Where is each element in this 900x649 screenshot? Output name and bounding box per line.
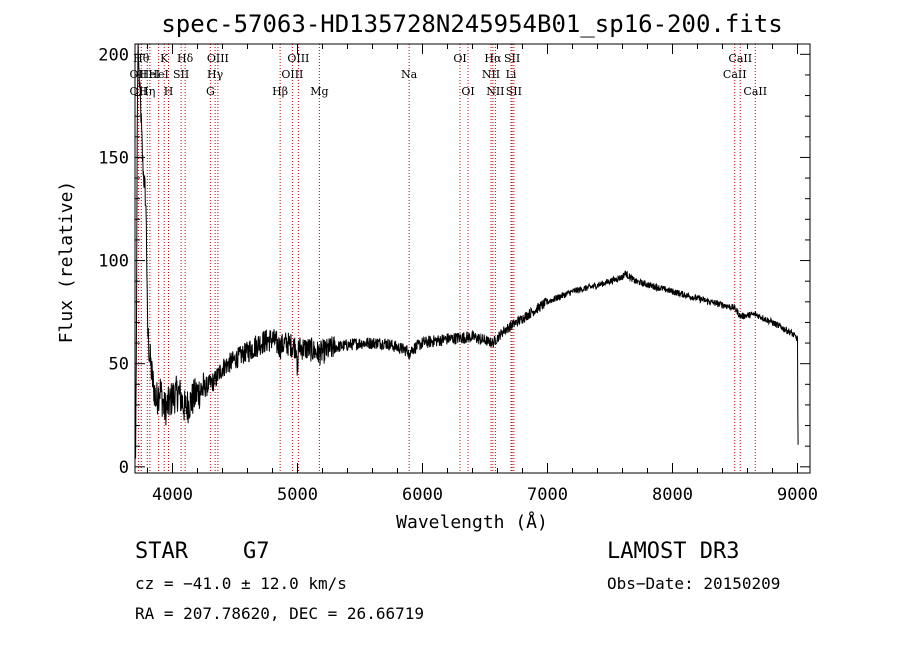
line-marker-label: Li: [506, 68, 517, 81]
coordinates-info: RA = 207.78620, DEC = 26.66719: [135, 604, 424, 623]
line-marker-label: OI: [461, 85, 474, 98]
line-marker-label: Hβ: [272, 85, 288, 98]
line-marker-label: SII: [173, 68, 189, 81]
line-marker-label: SII: [506, 85, 522, 98]
x-tick-label: 8000: [652, 485, 693, 505]
line-marker-label: H: [164, 85, 174, 98]
y-tick-label: 200: [98, 45, 129, 65]
y-axis-label: Flux (relative): [56, 181, 77, 344]
line-marker-label: Hγ: [207, 68, 224, 81]
x-tick-label: 5000: [277, 485, 318, 505]
line-marker-label: SII: [504, 52, 520, 65]
line-marker-label: G: [206, 85, 215, 98]
line-marker-label: Hδ: [177, 52, 194, 65]
line-marker-label: OI: [453, 52, 466, 65]
line-marker-label: OII: [130, 85, 148, 98]
spectral-subclass: G7: [243, 539, 270, 564]
chart-title: spec-57063-HD135728N245954B01_sp16-200.f…: [161, 10, 782, 38]
line-marker-label: Mg: [310, 85, 328, 98]
line-marker-label: OIII: [207, 52, 229, 65]
x-tick-label: 7000: [527, 485, 568, 505]
x-tick-label: 4000: [152, 485, 193, 505]
line-marker-label: HeI: [148, 68, 168, 81]
y-tick-label: 50: [109, 355, 129, 375]
redshift-info: cz = −41.0 ± 12.0 km/s: [135, 574, 347, 593]
observation-date: Obs−Date: 20150209: [607, 574, 780, 593]
line-marker-label: Hθ: [133, 52, 150, 65]
spectrum-line: [135, 43, 799, 459]
x-axis-ticks: 4000 5000 6000 7000 8000 9000: [147, 44, 818, 505]
line-marker-label: OIII: [287, 52, 309, 65]
y-tick-label: 0: [119, 458, 129, 478]
survey-label: LAMOST DR3: [607, 539, 739, 564]
object-class: STAR: [135, 539, 189, 564]
line-marker-label: CaII: [723, 68, 747, 81]
line-marker-label: NII: [486, 85, 504, 98]
y-tick-label: 150: [98, 148, 129, 168]
line-marker-label: Hη: [139, 85, 155, 98]
line-marker-label: Hα: [484, 52, 502, 65]
line-marker-label: HeI: [140, 68, 160, 81]
line-marker-label: CaII: [743, 85, 767, 98]
x-tick-label: 9000: [777, 485, 818, 505]
line-marker-label: Na: [401, 68, 418, 81]
y-axis-ticks: 0 50 100 150 200: [98, 45, 810, 478]
y-tick-label: 100: [98, 252, 129, 272]
line-marker-label: K: [160, 52, 169, 65]
x-axis-label: Wavelength (Å): [396, 511, 548, 533]
line-marker-label: OIII: [281, 68, 303, 81]
line-marker-label: CaII: [728, 52, 752, 65]
line-marker-label: NII: [482, 68, 500, 81]
x-tick-label: 6000: [402, 485, 443, 505]
